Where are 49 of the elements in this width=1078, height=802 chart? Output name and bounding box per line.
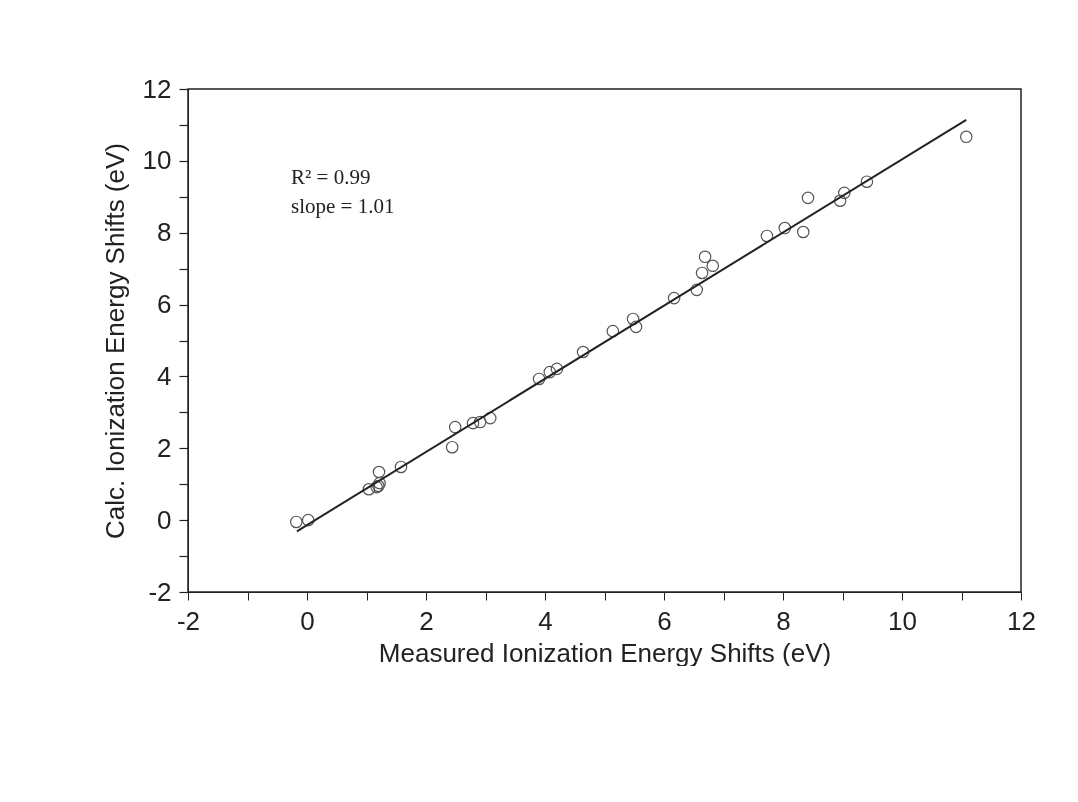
y-tick-label: -2 [148,576,172,607]
point [532,372,546,386]
y-tick-label: 4 [157,360,172,391]
x-tick-label: 0 [300,605,315,636]
point [760,229,774,243]
y-tick-label: 2 [157,432,172,463]
y-tick-label: 6 [157,289,172,320]
point [629,320,643,334]
point [837,186,851,200]
y-tick-label: 8 [157,217,172,248]
point [690,283,704,297]
x-tick-label: 8 [776,605,791,636]
point [801,191,815,205]
point [394,460,408,474]
annotation: R² = 0.99 [291,165,371,189]
annotation: slope = 1.01 [291,194,395,218]
point [959,130,973,144]
point [466,416,480,430]
x-tick-label: 4 [538,605,553,636]
point [706,259,720,273]
point [289,515,303,529]
point [362,482,376,496]
y-tick-label: 10 [142,145,172,176]
point [473,415,487,429]
point [576,345,590,359]
point [796,225,810,239]
point [698,250,712,264]
x-tick-label: 2 [419,605,434,636]
x-tick-label: 12 [1007,605,1036,636]
x-tick-label: 10 [888,605,917,636]
point [550,362,564,376]
point [372,465,386,479]
x-tick-label: 6 [657,605,672,636]
point [445,440,459,454]
y-tick-label: 0 [157,504,172,535]
point [483,411,497,425]
point [543,365,557,379]
point [778,221,792,235]
point [301,513,315,527]
y-axis-title: Calc. Ionization Energy Shifts (eV) [99,143,130,539]
point [626,312,640,326]
y-tick-label: 12 [142,73,172,104]
point [667,291,681,305]
point [833,194,847,208]
x-axis-title: Measured Ionization Energy Shifts (eV) [378,637,832,668]
point [860,175,874,188]
point [695,266,709,280]
x-tick-label: -2 [176,605,201,636]
point [448,420,462,434]
